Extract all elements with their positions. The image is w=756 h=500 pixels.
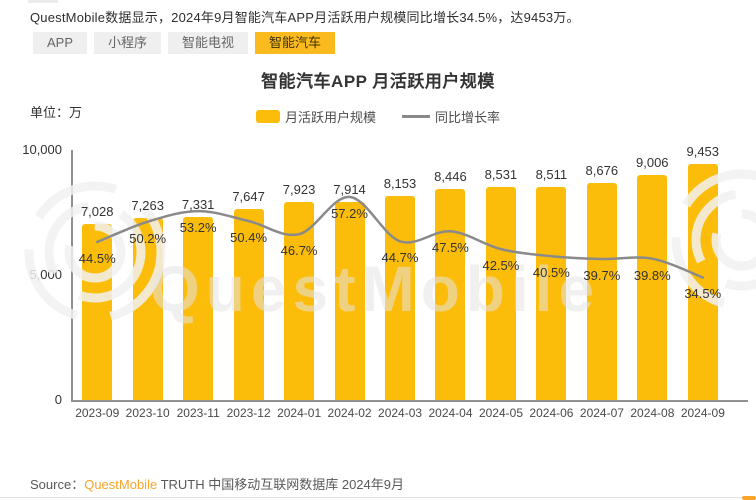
yoy-label: 40.5% xyxy=(532,265,570,281)
bar-slot: 8,511 40.5% xyxy=(526,150,576,400)
bar-slot: 9,006 39.8% xyxy=(627,150,677,400)
bar-value-label: 7,028 xyxy=(80,204,114,220)
yoy-label: 39.8% xyxy=(633,267,671,283)
platform-tabs: APP 小程序 智能电视 智能汽车 xyxy=(33,32,336,54)
bar-slot: 8,153 44.7% xyxy=(375,150,425,400)
bar-slot: 7,914 57.2% xyxy=(324,150,374,400)
source-prefix: Source： xyxy=(30,477,85,492)
y-tick-label: 0 xyxy=(54,392,62,407)
tab-smart-car[interactable]: 智能汽车 xyxy=(255,32,336,54)
bar-value-label: 7,923 xyxy=(282,181,316,197)
x-tick-label: 2024-04 xyxy=(428,406,473,420)
bar-slot: 8,446 47.5% xyxy=(425,150,475,400)
x-tick-label: 2024-03 xyxy=(378,406,423,420)
bar-value-label: 8,676 xyxy=(585,163,619,179)
x-axis-labels: 2023-09 2023-10 2023-11 2023-12 2024-01 2024-… xyxy=(72,406,728,420)
bar xyxy=(183,216,214,400)
yoy-label: 34.5% xyxy=(684,286,722,302)
bar xyxy=(384,196,415,400)
legend-item-mau: 月活跃用户规模 xyxy=(255,107,376,126)
bar-value-label: 9,006 xyxy=(636,154,669,170)
x-tick-label: 2023-10 xyxy=(125,406,170,420)
tab-mini-program[interactable]: 小程序 xyxy=(94,32,162,54)
source-line: Source：QuestMobile TRUTH 中国移动互联网数据库 2024… xyxy=(30,474,404,493)
bar-value-label: 8,153 xyxy=(383,176,417,192)
y-tick-label: 10,000 xyxy=(22,142,62,157)
chart-title: 智能汽车APP 月活跃用户规模 xyxy=(261,72,495,91)
bar-slot: 9,453 34.5% xyxy=(678,144,728,400)
x-axis-line xyxy=(71,400,748,402)
yoy-label: 47.5% xyxy=(432,240,469,256)
bar-slot: 7,028 44.5% xyxy=(72,150,122,400)
bar-slot: 8,531 42.5% xyxy=(476,150,526,400)
y-tick-label: 5,000 xyxy=(29,267,62,282)
source-brand: QuestMobile xyxy=(84,477,158,492)
bar-value-label: 7,331 xyxy=(181,196,215,212)
bar xyxy=(485,186,516,400)
bar xyxy=(435,188,466,400)
bar-slot: 8,676 39.7% xyxy=(577,150,627,400)
yoy-label: 57.2% xyxy=(331,205,368,221)
tab-smart-tv[interactable]: 智能电视 xyxy=(168,32,249,54)
yoy-label: 44.7% xyxy=(381,250,419,266)
yoy-label: 44.5% xyxy=(78,250,116,266)
bar-slot: 7,331 53.2% xyxy=(173,150,223,400)
x-tick-label: 2024-02 xyxy=(327,406,372,420)
cropped-text-artifact xyxy=(28,0,58,3)
x-tick-label: 2024-05 xyxy=(478,406,523,420)
bar xyxy=(284,201,315,400)
x-tick-label: 2024-08 xyxy=(630,406,675,420)
legend-label-mau: 月活跃用户规模 xyxy=(284,110,376,125)
plot-area: 7,028 44.5% 7,263 50.2% 7,331 53.2% 7,647 50.4%… xyxy=(72,144,728,400)
bar-slot: 7,647 50.4% xyxy=(223,150,273,400)
bar-value-label: 7,647 xyxy=(232,188,265,204)
x-tick-label: 2024-09 xyxy=(680,406,725,420)
bar xyxy=(586,183,617,400)
x-tick-label: 2024-06 xyxy=(529,406,574,420)
bar xyxy=(687,163,718,400)
bottom-orange-mark xyxy=(742,496,756,500)
legend-label-yoy: 同比增长率 xyxy=(435,110,501,125)
bar-slot: 7,923 46.7% xyxy=(274,150,324,400)
bar-value-label: 8,531 xyxy=(484,166,518,182)
bar xyxy=(637,174,668,400)
x-tick-label: 2023-09 xyxy=(75,406,120,420)
bar-value-label: 7,914 xyxy=(333,182,366,198)
yoy-label: 42.5% xyxy=(482,258,520,274)
line-swatch-icon xyxy=(402,115,430,118)
summary-text: QuestMobile数据显示，2024年9月智能汽车APP月活跃用户规模同比增… xyxy=(30,10,580,25)
bar-value-label: 8,511 xyxy=(535,167,568,183)
source-rest: TRUTH 中国移动互联网数据库 2024年9月 xyxy=(157,477,404,492)
bottom-divider xyxy=(0,497,756,498)
bar-swatch-icon xyxy=(255,110,280,123)
bar xyxy=(334,202,365,400)
x-tick-label: 2023-12 xyxy=(226,406,271,420)
bar-value-label: 8,446 xyxy=(434,168,467,184)
bar xyxy=(536,187,567,400)
x-tick-label: 2023-11 xyxy=(176,406,220,420)
legend-item-yoy: 同比增长率 xyxy=(402,107,500,126)
legend: 月活跃用户规模 同比增长率 xyxy=(0,107,756,126)
yoy-label: 39.7% xyxy=(583,268,621,284)
x-tick-label: 2024-07 xyxy=(579,406,624,420)
yoy-label: 46.7% xyxy=(280,243,318,259)
tab-app[interactable]: APP xyxy=(33,32,88,54)
yoy-label: 53.2% xyxy=(179,220,217,236)
unit-label: 单位：万 xyxy=(30,105,83,120)
bar-value-label: 7,263 xyxy=(131,198,164,214)
x-tick-label: 2024-01 xyxy=(277,406,322,420)
yoy-label: 50.2% xyxy=(129,230,167,246)
bar-value-label: 9,453 xyxy=(686,143,720,159)
bar-slot: 7,263 50.2% xyxy=(122,150,172,400)
yoy-label: 50.4% xyxy=(230,230,268,246)
